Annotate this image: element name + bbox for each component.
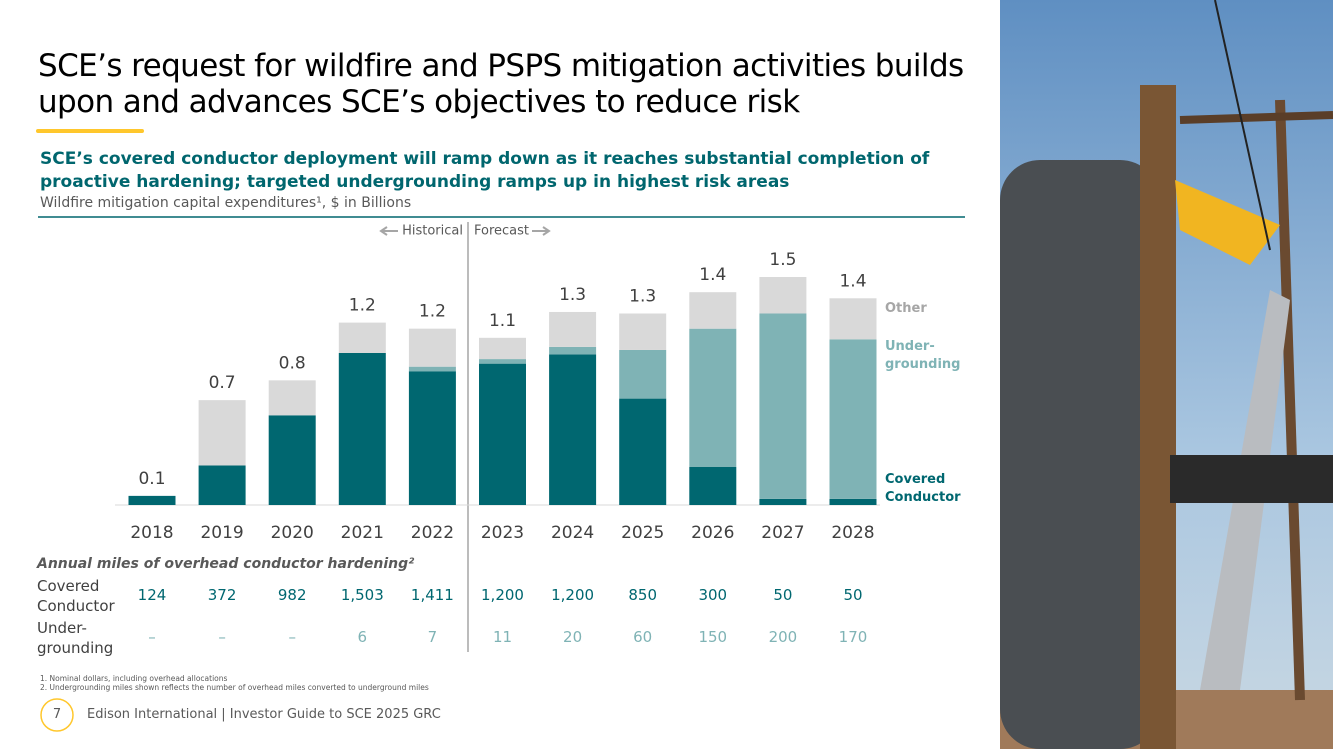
total-label: 1.3	[629, 286, 656, 306]
x-tick-label: 2019	[200, 523, 243, 543]
page-badge	[40, 698, 74, 732]
x-tick-label: 2024	[551, 523, 594, 543]
table-cell: 1,200	[481, 586, 524, 604]
bar-segment	[689, 467, 737, 505]
bar-segment	[198, 465, 246, 505]
table-cell: 200	[768, 628, 798, 646]
table-cell: 50	[843, 586, 863, 604]
table-cell: 124	[137, 586, 167, 604]
x-tick-label: 2028	[831, 523, 874, 543]
x-tick-label: 2023	[481, 523, 524, 543]
table-cell: 1,200	[551, 586, 595, 604]
table-cell: 850	[628, 586, 657, 604]
bar-segment	[549, 354, 597, 505]
total-label: 1.4	[839, 271, 866, 291]
bar-segment	[619, 349, 667, 399]
total-label: 0.1	[138, 469, 165, 489]
table-cell: 150	[698, 628, 728, 646]
period-label: Forecast	[474, 224, 529, 239]
table-cell: –	[288, 628, 296, 646]
bar-segment	[338, 353, 386, 505]
table-cell: 1,503	[340, 586, 384, 604]
x-tick-label: 2021	[341, 523, 384, 543]
x-tick-label: 2018	[130, 523, 173, 543]
period-label: Historical	[402, 224, 463, 239]
table-cell: 20	[563, 628, 583, 646]
x-tick-label: 2027	[761, 523, 804, 543]
bar-segment	[408, 371, 456, 505]
photo	[1000, 0, 1333, 749]
table-cell: 6	[357, 628, 368, 646]
total-label: 1.2	[419, 302, 446, 322]
legend-label: Under- grounding	[885, 339, 961, 372]
bar-segment	[198, 400, 246, 466]
footnote: 1. Nominal dollars, including overhead a…	[40, 674, 228, 683]
bar-segment	[479, 359, 526, 364]
legend-label: Other	[885, 301, 927, 316]
legend-label: Covered Conductor	[885, 472, 961, 505]
table-cell: –	[218, 628, 226, 646]
total-label: 0.8	[279, 353, 306, 373]
x-tick-label: 2026	[691, 523, 734, 543]
bar-segment	[128, 495, 176, 505]
x-tick-label: 2022	[411, 523, 454, 543]
table-cell: –	[148, 628, 156, 646]
table-cell: 7	[427, 628, 438, 646]
bar-segment	[268, 380, 316, 416]
total-label: 1.4	[699, 265, 726, 285]
bar-segment	[408, 366, 456, 372]
x-tick-label: 2025	[621, 523, 664, 543]
table-cell: 300	[698, 586, 728, 604]
x-tick-label: 2020	[271, 523, 314, 543]
table-cell: 1,411	[410, 586, 454, 604]
bar-segment	[338, 322, 386, 353]
footer: Edison International | Investor Guide to…	[87, 707, 441, 722]
bar-segment	[268, 415, 316, 505]
row-label: Covered Conductor	[37, 577, 115, 615]
bar-segment	[759, 277, 807, 314]
slide-title: SCE’s request for wildfire and PSPS miti…	[38, 48, 964, 120]
bar-segment	[479, 363, 526, 505]
bar-segment	[829, 339, 877, 499]
total-label: 0.7	[209, 373, 236, 393]
table-cell: 170	[838, 628, 868, 646]
table-cell: 60	[633, 628, 653, 646]
table-cell: 11	[492, 628, 513, 646]
table-title: Annual miles of overhead conductor harde…	[37, 556, 415, 572]
table-cell: 372	[207, 586, 237, 604]
total-label: 1.3	[559, 285, 586, 305]
bar-segment	[829, 298, 877, 340]
bar-segment	[479, 337, 526, 360]
bar-segment	[689, 292, 737, 329]
bar-segment	[408, 328, 456, 367]
total-label: 1.2	[349, 296, 376, 316]
chart-caption: Wildfire mitigation capital expenditures…	[40, 195, 412, 211]
bar-segment	[829, 498, 877, 505]
bar-segment	[619, 313, 667, 350]
bar-segment	[619, 398, 667, 505]
table-cell: 982	[277, 586, 307, 604]
bar-segment	[689, 328, 737, 467]
row-label: Under- grounding	[37, 619, 114, 657]
total-label: 1.5	[769, 250, 796, 270]
slide-subtitle: SCE’s covered conductor deployment will …	[40, 149, 930, 192]
arrow-left	[379, 226, 398, 236]
bar-segment	[759, 498, 807, 505]
arrow-right	[532, 226, 551, 236]
total-label: 1.1	[489, 311, 516, 331]
table-cell: 50	[773, 586, 793, 604]
footnote: 2. Undergrounding miles shown reflects t…	[40, 683, 429, 692]
page-number: 7	[52, 707, 62, 722]
bar-segment	[549, 311, 597, 347]
bar-segment	[759, 313, 807, 499]
bar-segment	[549, 346, 597, 355]
